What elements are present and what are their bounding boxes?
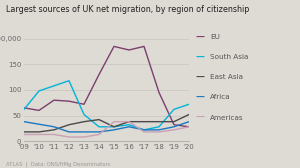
Text: —: — <box>195 93 204 102</box>
Text: South Asia: South Asia <box>210 54 248 60</box>
Text: ATLAS  |  Data: ONS/HMg Denominators: ATLAS | Data: ONS/HMg Denominators <box>6 162 110 167</box>
Text: EU: EU <box>210 34 220 40</box>
Text: —: — <box>195 53 204 62</box>
Text: Americas: Americas <box>210 115 244 121</box>
Text: Largest sources of UK net migration, by region of citizenship: Largest sources of UK net migration, by … <box>6 5 249 14</box>
Text: —: — <box>195 113 204 122</box>
Text: —: — <box>195 32 204 41</box>
Text: Africa: Africa <box>210 94 231 100</box>
Text: East Asia: East Asia <box>210 74 243 80</box>
Text: —: — <box>195 73 204 82</box>
